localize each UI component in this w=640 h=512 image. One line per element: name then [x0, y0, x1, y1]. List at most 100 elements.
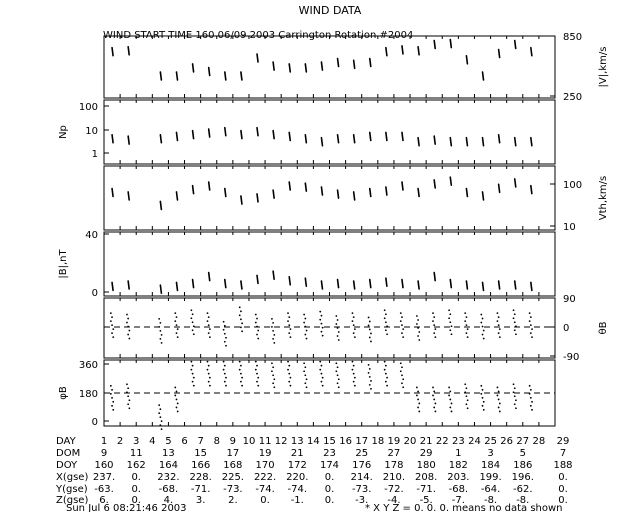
data-point-theta [191, 313, 194, 316]
data-mark-np [336, 133, 340, 144]
table-cell: 186 [513, 460, 532, 471]
data-point-theta [481, 333, 484, 336]
data-point-phi [206, 368, 209, 371]
y-tick-label-theta: 0 [563, 323, 569, 334]
data-mark-np [530, 136, 533, 147]
table-cell: 3. [196, 495, 206, 506]
data-point-theta [401, 316, 403, 319]
data-point-phi [498, 410, 501, 413]
data-mark-v [336, 57, 340, 68]
data-point-phi [208, 384, 211, 387]
data-mark-np [368, 131, 372, 142]
data-point-phi [481, 396, 484, 399]
data-mark-np [481, 136, 485, 147]
data-point-theta [225, 344, 227, 347]
data-point-phi [465, 403, 468, 406]
data-point-phi [127, 395, 130, 398]
data-point-phi [128, 399, 131, 402]
data-point-theta [127, 317, 130, 320]
table-row-label: X(gse) [56, 472, 88, 483]
data-point-phi [370, 387, 372, 390]
data-point-phi [482, 400, 485, 403]
table-cell: 237. [93, 472, 115, 483]
data-point-phi [126, 383, 128, 386]
table-cell: 180 [417, 460, 436, 471]
data-point-theta [434, 328, 437, 331]
data-point-theta [321, 334, 324, 337]
data-point-theta [288, 316, 291, 319]
data-point-phi [254, 368, 257, 371]
data-mark-b [256, 274, 259, 285]
data-point-theta [321, 326, 324, 329]
data-point-theta [191, 321, 194, 324]
data-point-theta [529, 332, 532, 335]
data-point-theta [272, 329, 275, 332]
data-point-phi [208, 376, 211, 379]
data-point-theta [353, 336, 356, 339]
table-cell: 162 [127, 460, 146, 471]
data-point-phi [370, 379, 372, 382]
data-point-theta [337, 339, 340, 341]
data-point-theta [206, 312, 209, 315]
table-cell: 220. [286, 472, 308, 483]
data-point-theta [225, 336, 227, 339]
table-cell: 174 [320, 460, 339, 471]
table-cell: 17 [226, 448, 239, 459]
table-cell: 0. [260, 495, 270, 506]
table-cell: 184 [481, 460, 500, 471]
table-cell: 222. [254, 472, 276, 483]
data-point-phi [353, 384, 356, 387]
data-mark-vth [159, 200, 163, 211]
data-point-theta [465, 332, 468, 335]
data-mark-vth [449, 176, 453, 186]
table-cell: 24 [468, 436, 481, 447]
data-point-theta [128, 337, 131, 340]
data-mark-b [513, 280, 517, 290]
data-point-phi [383, 368, 386, 371]
data-point-theta [480, 321, 483, 324]
data-point-theta [241, 322, 244, 325]
data-point-phi [240, 364, 242, 367]
data-point-phi [240, 372, 242, 375]
data-point-phi [304, 382, 307, 385]
data-mark-np [207, 128, 211, 138]
y-axis-label-theta: θB [598, 321, 609, 334]
data-point-phi [109, 384, 112, 387]
data-point-theta [257, 329, 260, 332]
data-point-theta [320, 322, 323, 325]
data-point-phi [225, 384, 227, 387]
data-point-phi [529, 388, 532, 391]
table-cell: 210. [383, 472, 405, 483]
table-cell: 22 [436, 436, 449, 447]
data-point-theta [192, 333, 195, 336]
data-point-phi [464, 391, 467, 394]
table-cell: 13 [162, 448, 175, 459]
data-point-theta [128, 329, 131, 332]
data-point-phi [513, 395, 516, 398]
data-point-theta [353, 328, 356, 331]
data-point-phi [352, 372, 355, 375]
table-cell: 9 [230, 436, 236, 447]
data-point-phi [225, 376, 227, 379]
table-cell: 8 [214, 436, 220, 447]
data-mark-vth [304, 182, 308, 192]
data-point-theta [175, 332, 178, 335]
data-point-theta [417, 319, 419, 321]
data-mark-b [224, 278, 227, 289]
data-point-phi [272, 366, 275, 369]
data-point-phi [401, 382, 403, 385]
data-point-theta [126, 321, 128, 324]
table-cell: 6 [181, 436, 187, 447]
table-cell: 203. [447, 472, 469, 483]
data-mark-np [127, 135, 130, 145]
data-mark-vth [256, 193, 259, 203]
data-point-phi [112, 400, 115, 403]
data-mark-v [417, 45, 420, 56]
table-cell: 0. [558, 472, 568, 483]
data-mark-np [191, 129, 195, 140]
data-point-theta [531, 328, 533, 331]
data-point-phi [496, 394, 499, 397]
data-mark-v [256, 53, 259, 63]
data-point-phi [480, 392, 483, 395]
table-cell: -4. [387, 495, 400, 506]
